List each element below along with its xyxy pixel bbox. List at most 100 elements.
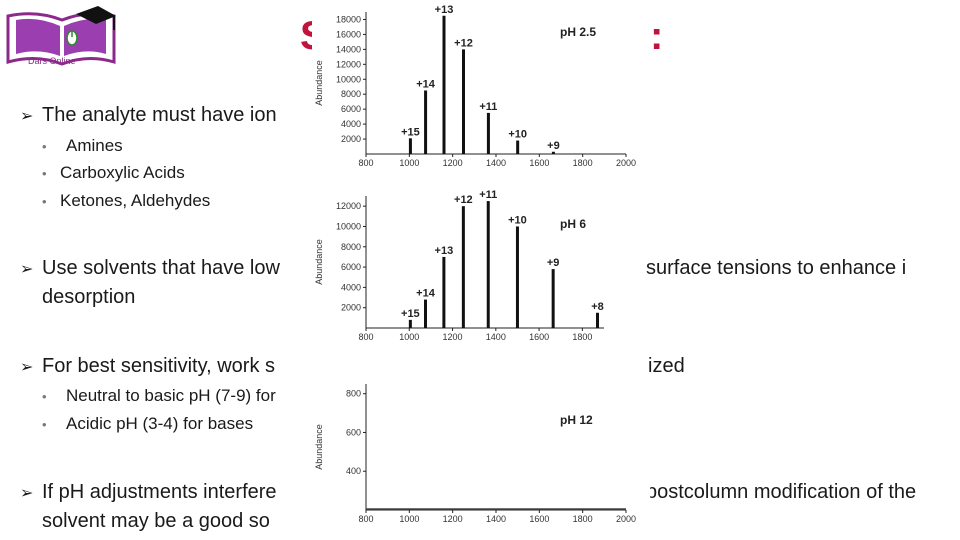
x-tick-label: 1000: [399, 514, 419, 524]
dot-bullet-icon: •: [42, 417, 47, 432]
y-tick-label: 2000: [341, 303, 361, 313]
x-tick-label: 1600: [529, 514, 549, 524]
slide-title-tail: :: [650, 14, 664, 58]
bullet-4-tail: postcolumn modification of the: [646, 481, 917, 503]
peak-bar: [462, 49, 465, 154]
peak-bar: [408, 138, 412, 154]
y-tick-label: 12000: [336, 201, 361, 211]
peak-bar: [551, 269, 555, 328]
peak-label: +8: [591, 301, 604, 313]
sub-bullet: • Ketones, Aldehydes: [42, 191, 210, 211]
peak-label: +14: [416, 78, 436, 90]
bullet-4-line2: solvent may be a good so: [42, 510, 270, 532]
peak-label: +15: [401, 126, 420, 138]
peak-label: +10: [508, 214, 527, 226]
arrow-bullet-icon: ➢: [20, 359, 34, 376]
y-tick-label: 4000: [341, 282, 361, 292]
sub-bullet-text: Neutral to basic pH (7-9) for: [66, 386, 276, 405]
y-tick-label: 400: [346, 466, 361, 476]
peak-label: +12: [454, 37, 473, 49]
peak-bar: [424, 90, 428, 154]
bullet-2-line2: desorption: [42, 286, 136, 308]
y-axis-label: Abundance: [314, 239, 324, 285]
sub-bullet: • Acidic pH (3-4) for bases: [42, 414, 253, 434]
dot-bullet-icon: •: [42, 389, 47, 404]
y-tick-label: 600: [346, 427, 361, 437]
spectrum-chart: 800 1000 1200 1400 1600 1800 2000 2000 4000 6000 8…: [314, 4, 636, 168]
mass-spectrum-ph-12: 800 1000 1200 1400 1600 1800 2000 400 600 800 Abun…: [312, 376, 650, 526]
mass-spectrum-ph-6: 800 1000 1200 1400 1600 1800 2000 4000 6000 8000 1…: [312, 182, 612, 342]
x-tick-label: 2000: [616, 514, 636, 524]
x-tick-label: 1000: [399, 158, 419, 168]
peak-label: +13: [435, 245, 454, 257]
peak-bar: [596, 312, 600, 328]
x-tick-label: 1800: [573, 158, 593, 168]
x-tick-label: 1200: [443, 514, 463, 524]
dot-bullet-icon: •: [42, 139, 47, 154]
y-tick-label: 10000: [336, 74, 361, 84]
x-tick-label: 1400: [486, 514, 506, 524]
chart-title: pH 6: [560, 217, 586, 231]
arrow-bullet-icon: ➢: [20, 261, 34, 278]
logo-brand-text: Dars Online: [28, 56, 76, 66]
x-tick-label: 1400: [486, 332, 506, 342]
bullet-3-text: For best sensitivity, work s: [42, 355, 276, 377]
peak-label: +9: [547, 257, 560, 269]
y-tick-label: 12000: [336, 59, 361, 69]
x-tick-label: 1000: [399, 332, 419, 342]
peak-label: +15: [401, 308, 420, 320]
y-tick-label: 800: [346, 389, 361, 399]
arrow-bullet-icon: ➢: [20, 108, 34, 125]
spectrum-chart: 800 1000 1200 1400 1600 1800 2000 400 600 800 Abun…: [314, 384, 636, 524]
peak-bar: [515, 226, 519, 328]
peak-label: +11: [479, 101, 497, 113]
bullet-1: ➢ The analyte must have ion: [20, 101, 277, 131]
bullet-3: ➢ For best sensitivity, work s: [20, 352, 275, 382]
peak-bar: [442, 15, 446, 154]
sub-bullet: • Carboxylic Acids: [42, 163, 185, 183]
bullet-2-tail: surface tensions to enhance i: [646, 257, 907, 279]
chart-title: pH 12: [560, 413, 593, 427]
peak-label: +10: [508, 129, 527, 141]
peak-bar: [551, 151, 555, 154]
x-tick-label: 1800: [572, 332, 592, 342]
bullet-1-text: The analyte must have ion: [42, 104, 277, 126]
x-tick-label: 800: [358, 158, 373, 168]
y-tick-label: 8000: [341, 89, 361, 99]
arrow-bullet-icon: ➢: [20, 485, 34, 502]
y-tick-label: 6000: [341, 262, 361, 272]
peak-bar: [486, 112, 490, 154]
peak-bar: [461, 206, 465, 328]
y-tick-label: 16000: [336, 29, 361, 39]
dars-online-logo: Dars Online: [2, 4, 120, 76]
mass-spectrum-ph-2-5: 800 1000 1200 1400 1600 1800 2000 2000 4000 6000 8…: [312, 4, 650, 168]
peak-label: +12: [454, 194, 473, 206]
peak-bar: [516, 140, 520, 154]
dot-bullet-icon: •: [42, 166, 47, 181]
x-tick-label: 1600: [529, 158, 549, 168]
bullet-2-text: Use solvents that have low: [42, 257, 280, 279]
x-tick-label: 800: [358, 514, 373, 524]
y-tick-label: 4000: [341, 119, 361, 129]
sub-bullet-text: Carboxylic Acids: [60, 163, 185, 182]
y-tick-label: 18000: [336, 14, 361, 24]
peak-label: +14: [416, 288, 436, 300]
y-axis-label: Abundance: [314, 60, 324, 106]
peak-label: +13: [435, 4, 454, 16]
sub-bullet-text: Amines: [66, 136, 123, 155]
y-tick-label: 6000: [341, 104, 361, 114]
x-tick-label: 1200: [443, 158, 463, 168]
bullet-4-text: If pH adjustments interfere: [42, 481, 277, 503]
dot-bullet-icon: •: [42, 194, 47, 209]
peak-bar: [424, 299, 427, 328]
peak-label: +9: [547, 140, 560, 152]
x-tick-label: 1600: [529, 332, 549, 342]
y-axis-label: Abundance: [314, 424, 324, 470]
peak-bar: [486, 201, 490, 328]
bullet-2: ➢ Use solvents that have low: [20, 254, 280, 284]
y-tick-label: 2000: [341, 134, 361, 144]
x-tick-label: 1800: [573, 514, 593, 524]
sub-bullet-text: Ketones, Aldehydes: [60, 191, 211, 210]
peak-bar: [408, 319, 412, 328]
sub-bullet: • Neutral to basic pH (7-9) for: [42, 386, 276, 406]
